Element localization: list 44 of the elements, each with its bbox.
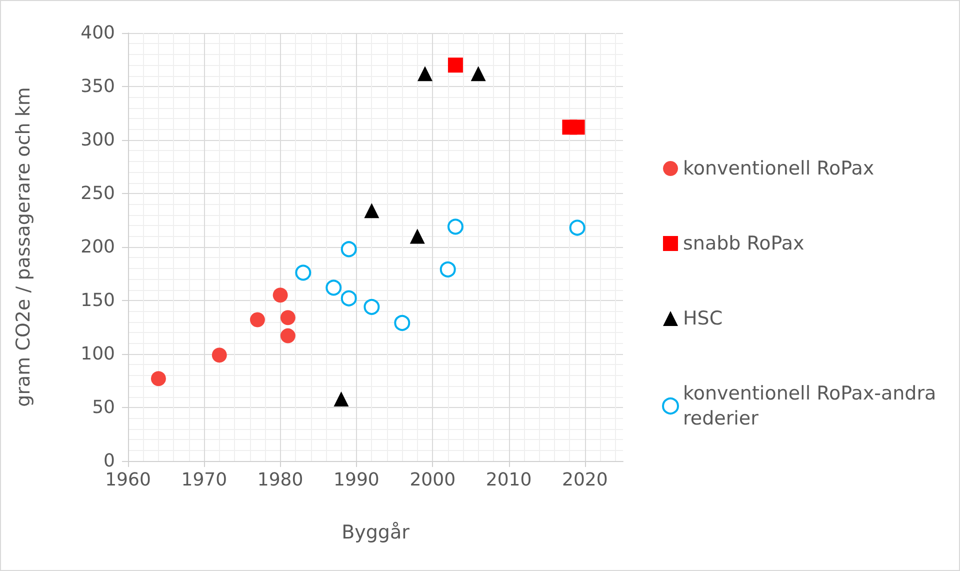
legend-label: HSC <box>683 308 723 330</box>
point <box>250 312 265 328</box>
y-tick-label: 300 <box>80 130 115 150</box>
x-tick-label: 2010 <box>486 470 532 490</box>
point <box>394 314 410 331</box>
x-tick-label: 1990 <box>334 470 380 490</box>
point <box>212 348 227 363</box>
point <box>150 371 166 386</box>
point <box>418 66 432 82</box>
x-tick-label: 2020 <box>562 470 608 490</box>
point <box>448 58 463 73</box>
x-axis-title: Byggår <box>342 522 410 544</box>
x-tick-label: 2000 <box>410 470 456 490</box>
y-tick-label: 350 <box>80 76 115 97</box>
y-tick-label: 250 <box>80 183 115 204</box>
y-axis-title: gram CO2e / passagerare och km <box>12 87 34 407</box>
point <box>340 241 357 258</box>
legend-label: konventionell RoPax <box>683 158 874 180</box>
point <box>280 310 296 326</box>
point <box>447 218 464 235</box>
point <box>440 261 456 278</box>
x-tick-label: 1960 <box>105 470 151 490</box>
point <box>364 203 380 218</box>
point <box>295 264 312 281</box>
point <box>340 290 357 306</box>
x-tick-label: 1980 <box>257 470 304 490</box>
y-tick-label: 50 <box>92 397 115 418</box>
point <box>569 220 586 236</box>
point <box>272 288 288 303</box>
y-tick-label: 100 <box>80 344 115 364</box>
point <box>470 66 486 82</box>
point <box>570 120 585 135</box>
point <box>410 228 425 244</box>
y-tick-label: 150 <box>80 290 115 311</box>
y-tick-label: 400 <box>80 22 115 44</box>
point <box>334 391 349 406</box>
y-tick-label: 200 <box>80 236 115 258</box>
point <box>364 298 380 315</box>
x-tick-label: 1970 <box>181 470 228 490</box>
point <box>326 280 342 296</box>
y-tick-label: 0 <box>104 450 115 472</box>
point <box>280 328 296 344</box>
legend-label: snabb RoPax <box>683 232 804 254</box>
legend-label: konventionell RoPax-andra rederier <box>683 382 942 430</box>
